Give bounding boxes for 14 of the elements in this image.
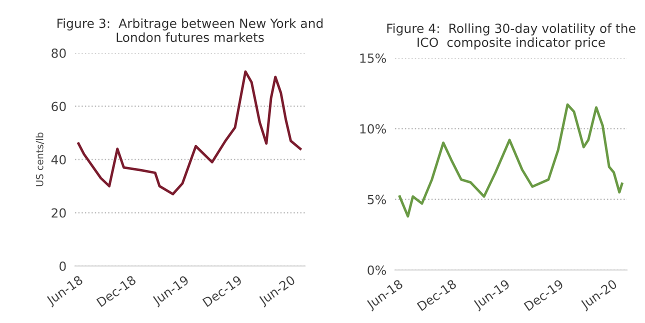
y-axis-title: US cents/lb [36,132,44,186]
y-tick-label: 15% [360,53,386,63]
y-tick-label: 5% [368,194,386,204]
line-series [398,103,624,218]
y-tick-label: 0 [60,261,66,271]
y-tick-label: 10% [360,124,386,134]
y-tick-label: 40 [51,154,66,164]
chart-title: Figure 3: Arbitrage between New York and London futures markets [58,18,323,42]
y-tick-label: 20 [52,208,66,218]
line-series [77,70,302,196]
chart-title: Figure 4: Rolling 30-day volatility of the ICO composite indicator price [387,23,636,50]
y-tick-label: 60 [52,102,66,112]
y-tick-label: 0% [368,265,386,275]
y-tick-label: 80 [52,48,66,58]
